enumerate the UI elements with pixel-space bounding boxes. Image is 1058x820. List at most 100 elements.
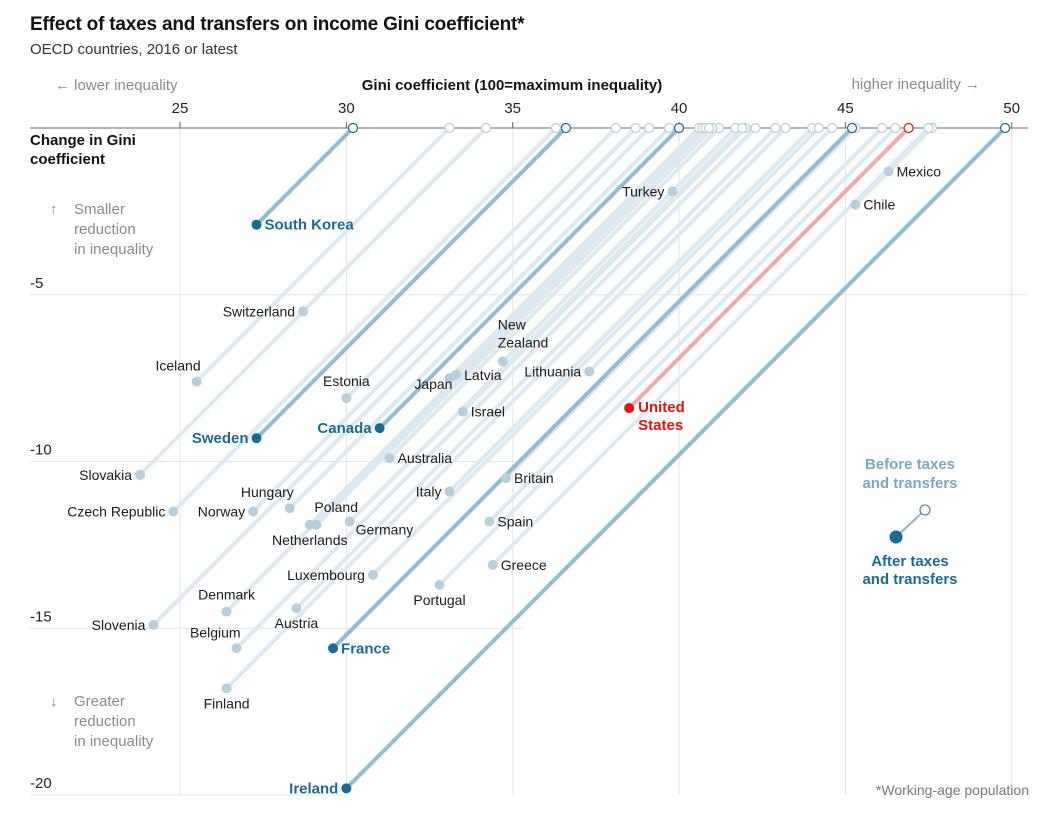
after-marker (344, 516, 355, 527)
after-marker (328, 643, 339, 654)
connector-line (344, 126, 1008, 791)
country-label: Czech Republic (67, 504, 165, 520)
after-marker (168, 506, 179, 517)
y-axis-title-text: Change in Gini (30, 132, 136, 149)
arrow-up-icon: ↑ (50, 201, 58, 218)
after-marker (584, 366, 595, 377)
country-label: Netherlands (272, 532, 348, 548)
country-label: Britain (514, 470, 554, 486)
after-marker (311, 519, 322, 530)
legend-before-line2: and transfers (862, 475, 957, 492)
before-marker (673, 122, 685, 134)
legend-after-marker (889, 530, 903, 544)
country-label: Denmark (198, 587, 256, 603)
connector-line (853, 126, 934, 207)
y-direction-up: ↑ Smaller reduction in inequality (50, 201, 154, 258)
after-marker (444, 486, 455, 497)
country-label: Sweden (192, 430, 249, 447)
legend: Before taxes and transfers After taxes a… (862, 456, 957, 588)
connector-line (344, 126, 618, 401)
before-marker (813, 122, 824, 134)
country-labels: Turkey Mexico Chile Switzerland Iceland Eston… (67, 163, 941, 797)
connector-line (627, 126, 911, 411)
connector-line (437, 126, 898, 587)
x-tick-label: 25 (172, 100, 189, 117)
y-axis-title-text-2: coefficient (30, 151, 105, 168)
after-marker (883, 166, 894, 177)
connector-line (500, 126, 738, 364)
before-marker (770, 122, 781, 134)
x-axis: 25 30 35 40 45 50 -5 -10 -15 -20 (30, 100, 1028, 792)
footnote: *Working-age population (876, 782, 1029, 798)
country-label: Japan (414, 376, 452, 392)
connector-line (294, 126, 778, 611)
chart-title: Effect of taxes and transfers on income … (30, 14, 525, 35)
after-marker (221, 683, 232, 694)
after-marker (231, 643, 242, 654)
after-marker (501, 473, 512, 484)
x-axis-title: Gini coefficient (100=maximum inequality… (362, 77, 663, 94)
after-marker (374, 423, 385, 434)
connector-line (224, 126, 711, 614)
y-tick-label: -15 (30, 608, 52, 625)
connector-line (307, 126, 708, 527)
country-label: Canada (317, 420, 372, 437)
country-label: Australia (398, 450, 453, 466)
after-marker (484, 516, 495, 527)
after-marker (667, 186, 678, 197)
before-marker (550, 122, 562, 134)
y-tick-label: -10 (30, 442, 52, 459)
country-label: Finland (204, 695, 250, 711)
after-marker (384, 453, 395, 464)
country-label: Hungary (241, 484, 294, 500)
country-label: Belgium (190, 624, 241, 640)
before-marker (644, 122, 655, 134)
before-marker (876, 122, 888, 134)
after-markers (135, 166, 894, 794)
x-tick-label: 45 (837, 100, 854, 117)
y-up-line3: in inequality (74, 241, 154, 258)
connector-line (254, 126, 568, 441)
connector-line (504, 126, 858, 481)
after-marker (367, 569, 378, 580)
before-marker (846, 122, 858, 134)
grid-layer (30, 128, 1028, 796)
y-tick-label: -5 (30, 275, 43, 292)
y-up-line1: Smaller (74, 201, 125, 218)
y-down-line1: Greater (74, 693, 125, 710)
after-marker (251, 219, 262, 230)
connector-line (377, 126, 682, 431)
country-label: Chile (863, 197, 895, 213)
connector-line (138, 126, 489, 477)
after-marker (284, 503, 295, 514)
country-label: Lithuania (524, 363, 581, 379)
before-marker (560, 122, 572, 134)
after-marker (487, 559, 498, 570)
country-label: Greece (501, 557, 547, 573)
before-marker (703, 122, 715, 134)
country-label: Ireland (289, 780, 338, 797)
after-marker (850, 199, 861, 210)
after-marker (298, 306, 309, 317)
country-label: South Korea (265, 217, 355, 234)
connector-line (460, 126, 748, 414)
x-tick-label: 30 (338, 100, 355, 117)
after-marker (135, 469, 146, 480)
country-label: France (341, 640, 390, 657)
connector-line (314, 126, 715, 527)
connector-line (224, 126, 788, 691)
connector-line (171, 126, 558, 514)
before-marker (999, 122, 1011, 134)
connector-line (370, 126, 821, 577)
before-marker (480, 122, 492, 134)
after-marker (221, 606, 232, 617)
before-marker (890, 122, 901, 134)
country-label: Spain (497, 514, 533, 530)
y-axis-title-line2: coefficient (30, 151, 105, 168)
country-label: Poland (314, 499, 358, 515)
country-label: Luxembourg (287, 567, 365, 583)
country-label: United (638, 399, 685, 416)
before-marker (780, 122, 791, 134)
after-marker (451, 369, 462, 380)
before-marker (663, 122, 675, 134)
